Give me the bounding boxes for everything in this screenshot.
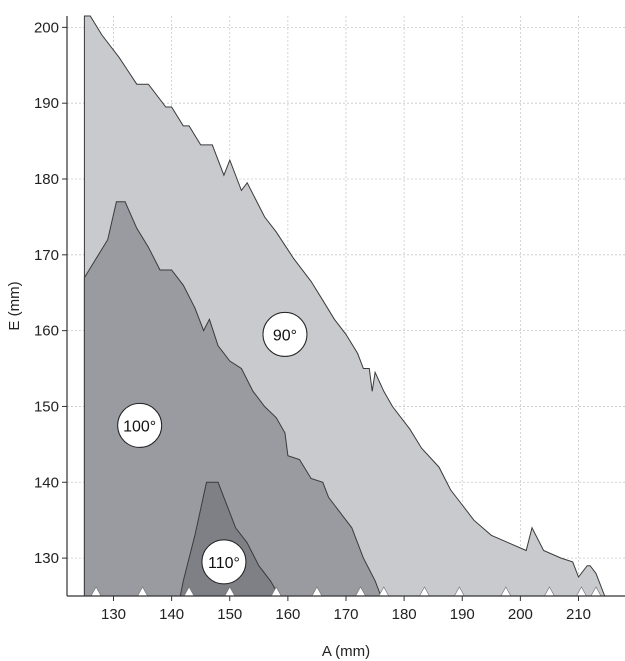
bottom-spikes	[90, 586, 602, 597]
y-tick-label: 150	[34, 398, 59, 415]
region-label-badge	[262, 311, 308, 357]
x-tick-label: 180	[392, 606, 417, 623]
x-tick-label: 200	[508, 606, 533, 623]
y-ticks: 130 140 150 160 170 180 190 200	[34, 19, 67, 567]
y-tick-label: 200	[34, 19, 59, 36]
x-tick-label: 130	[101, 606, 126, 623]
y-tick-label: 160	[34, 323, 59, 340]
region-label-badge	[201, 539, 247, 585]
y-tick-label: 140	[34, 474, 59, 491]
region-label: 100°	[123, 418, 156, 435]
x-tick-label: 140	[159, 606, 184, 623]
x-ticks: 130 140 150 160 170 180 190 200 210	[101, 596, 591, 623]
x-axis-title: A (mm)	[322, 643, 370, 660]
y-axis-title: E (mm)	[6, 281, 23, 330]
x-tick-label: 170	[333, 606, 358, 623]
contour-region	[83, 201, 382, 597]
y-tick-label: 180	[34, 171, 59, 188]
x-tick-label: 160	[275, 606, 300, 623]
region-label: 90°	[273, 327, 297, 344]
y-tick-label: 130	[34, 550, 59, 567]
y-tick-label: 190	[34, 95, 59, 112]
x-tick-label: 150	[217, 606, 242, 623]
region-label: 110°	[208, 555, 240, 572]
y-tick-label: 170	[34, 247, 59, 264]
region-labels: 90° 100° 110°	[117, 311, 308, 585]
region-label-badge	[117, 402, 163, 448]
x-tick-label: 210	[566, 606, 591, 623]
x-tick-label: 190	[450, 606, 475, 623]
